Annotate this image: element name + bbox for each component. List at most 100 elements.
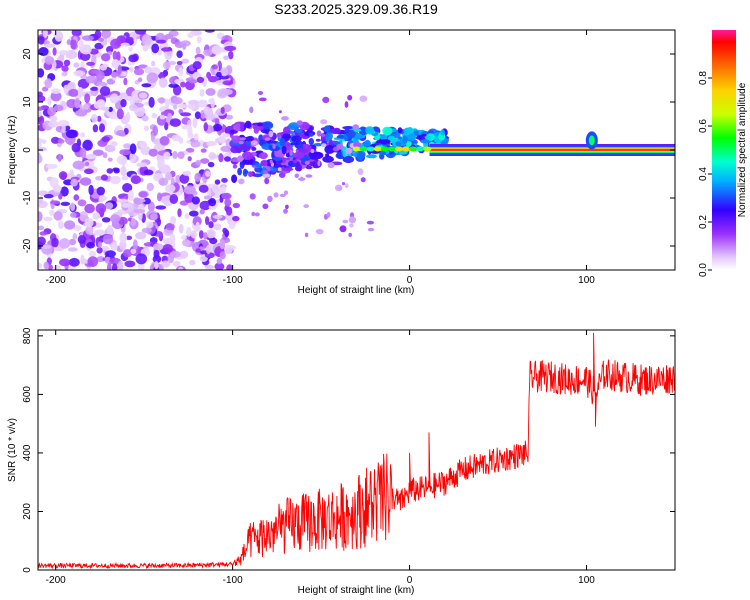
heatmap-noise-cell bbox=[38, 196, 43, 204]
heatmap-noise-cell bbox=[208, 204, 217, 210]
heatmap-signal-cell bbox=[406, 127, 414, 135]
heatmap-noise-cell bbox=[59, 238, 71, 249]
heatmap-noise-cell bbox=[188, 79, 198, 84]
heatmap-noise-cell bbox=[71, 30, 82, 37]
heatmap-noise-cell bbox=[169, 233, 176, 244]
heatmap-noise-cell bbox=[87, 256, 99, 267]
heatmap-faint-cell bbox=[267, 195, 273, 203]
heatmap-noise-cell bbox=[212, 214, 223, 219]
heatmap-signal-cell bbox=[231, 174, 238, 183]
heatmap-noise-cell bbox=[202, 232, 208, 240]
heatmap-noise-cell bbox=[165, 98, 170, 109]
heatmap-noise-cell bbox=[106, 224, 114, 236]
heatmap-noise-cell bbox=[229, 84, 235, 90]
heatmap-noise-cell bbox=[101, 30, 112, 39]
heatmap-noise-cell bbox=[123, 77, 128, 86]
heatmap-noise-cell bbox=[111, 263, 118, 270]
heatmap-noise-cell bbox=[226, 264, 233, 270]
heatmap-noise-cell bbox=[158, 77, 168, 88]
heatmap-noise-cell bbox=[212, 123, 223, 132]
heatmap-noise-cell bbox=[88, 250, 97, 257]
heatmap-noise-cell bbox=[132, 239, 138, 251]
heatmap-signal-cell bbox=[358, 126, 368, 136]
heatmap-noise-cell bbox=[220, 67, 229, 77]
heatmap-noise-cell bbox=[84, 168, 94, 175]
heatmap-noise-cell bbox=[158, 177, 169, 186]
heatmap-noise-cell bbox=[53, 184, 62, 193]
heatmap-noise-cell bbox=[228, 221, 236, 230]
heatmap-noise-cell bbox=[181, 239, 191, 247]
heatmap-noise-cell bbox=[195, 221, 200, 231]
heatmap-noise-cell bbox=[66, 39, 72, 46]
heatmap-faint-cell bbox=[232, 202, 241, 209]
heatmap-noise-cell bbox=[51, 237, 59, 248]
heatmap-noise-cell bbox=[194, 172, 201, 182]
heatmap-noise-cell bbox=[221, 192, 232, 200]
heatmap-noise-cell bbox=[164, 49, 173, 60]
heatmap-noise-cell bbox=[58, 50, 70, 56]
heatmap-noise-cell bbox=[203, 106, 211, 116]
heatmap-signal-cell bbox=[293, 151, 305, 160]
heatmap-noise-cell bbox=[200, 148, 207, 153]
heatmap-noise-cell bbox=[117, 260, 124, 270]
heatmap-x-tick-label: 100 bbox=[578, 275, 595, 286]
heatmap-noise-cell bbox=[44, 78, 53, 89]
heatmap-noise-cell bbox=[196, 76, 205, 83]
heatmap-faint-cell bbox=[342, 219, 349, 224]
heatmap-faint-cell bbox=[250, 140, 258, 146]
heatmap-noise-cell bbox=[203, 122, 209, 132]
heatmap-noise-cell bbox=[204, 30, 215, 33]
heatmap-noise-cell bbox=[173, 104, 178, 110]
carrier-approach-cell bbox=[416, 146, 425, 152]
heatmap-noise-cell bbox=[117, 198, 128, 204]
heatmap-noise-cell bbox=[110, 141, 118, 147]
heatmap-noise-cell bbox=[38, 106, 45, 111]
heatmap-noise-cell bbox=[220, 145, 232, 152]
heatmap-noise-cell bbox=[109, 257, 121, 265]
heatmap-faint-cell bbox=[322, 96, 330, 104]
heatmap-noise-cell bbox=[138, 64, 148, 69]
heatmap-noise-cell bbox=[102, 234, 114, 245]
heatmap-signal-cell bbox=[380, 139, 391, 145]
heatmap-noise-cell bbox=[133, 68, 145, 76]
heatmap-noise-cell bbox=[121, 202, 130, 208]
heatmap-noise-cell bbox=[164, 33, 174, 40]
heatmap-faint-cell bbox=[269, 159, 273, 164]
heatmap-signal-cell bbox=[406, 142, 412, 148]
heatmap-noise-cell bbox=[57, 153, 62, 162]
heatmap-noise-cell bbox=[70, 178, 78, 187]
heatmap-noise-cell bbox=[125, 111, 131, 123]
heatmap-faint-cell bbox=[238, 141, 244, 145]
snr-y-ticks: 0 200 400 600 800 bbox=[22, 327, 675, 573]
heatmap-noise-cell bbox=[74, 97, 81, 109]
heatmap-noise-cell bbox=[57, 138, 65, 144]
heatmap-noise-cell bbox=[109, 175, 121, 185]
heatmap-noise-cell bbox=[184, 193, 195, 203]
heatmap-noise-cell bbox=[220, 106, 225, 114]
heatmap-noise-cell bbox=[197, 100, 208, 108]
heatmap-noise-cell bbox=[128, 54, 138, 63]
heatmap-noise-cell bbox=[83, 103, 89, 110]
heatmap-noise-cell bbox=[126, 95, 133, 102]
heatmap-noise-cell bbox=[39, 231, 48, 236]
heatmap-noise-cell bbox=[148, 96, 155, 108]
heatmap-signal-cell bbox=[281, 167, 294, 172]
heatmap-noise-cell bbox=[219, 251, 226, 260]
heatmap-noise-cell bbox=[142, 197, 151, 205]
heatmap-signal-cell bbox=[440, 129, 445, 136]
heatmap-noise-cell bbox=[146, 72, 159, 84]
heatmap-noise-cell bbox=[38, 236, 46, 247]
heatmap-faint-cell bbox=[304, 160, 310, 165]
heatmap-faint-cell bbox=[367, 227, 375, 232]
heatmap-noise-cell bbox=[207, 161, 215, 168]
heatmap-signal-cell bbox=[364, 139, 371, 147]
heatmap-noise-cell bbox=[72, 160, 85, 170]
heatmap-faint-cell bbox=[299, 176, 304, 182]
heatmap-noise-cell bbox=[120, 42, 130, 47]
heatmap-noise-cell bbox=[192, 117, 198, 128]
carrier-approach-cell bbox=[402, 146, 410, 152]
heatmap-noise-cell bbox=[137, 262, 145, 270]
heatmap-faint-cell bbox=[257, 91, 264, 95]
heatmap-noise-cell bbox=[192, 61, 202, 70]
heatmap-faint-cell bbox=[296, 120, 303, 126]
